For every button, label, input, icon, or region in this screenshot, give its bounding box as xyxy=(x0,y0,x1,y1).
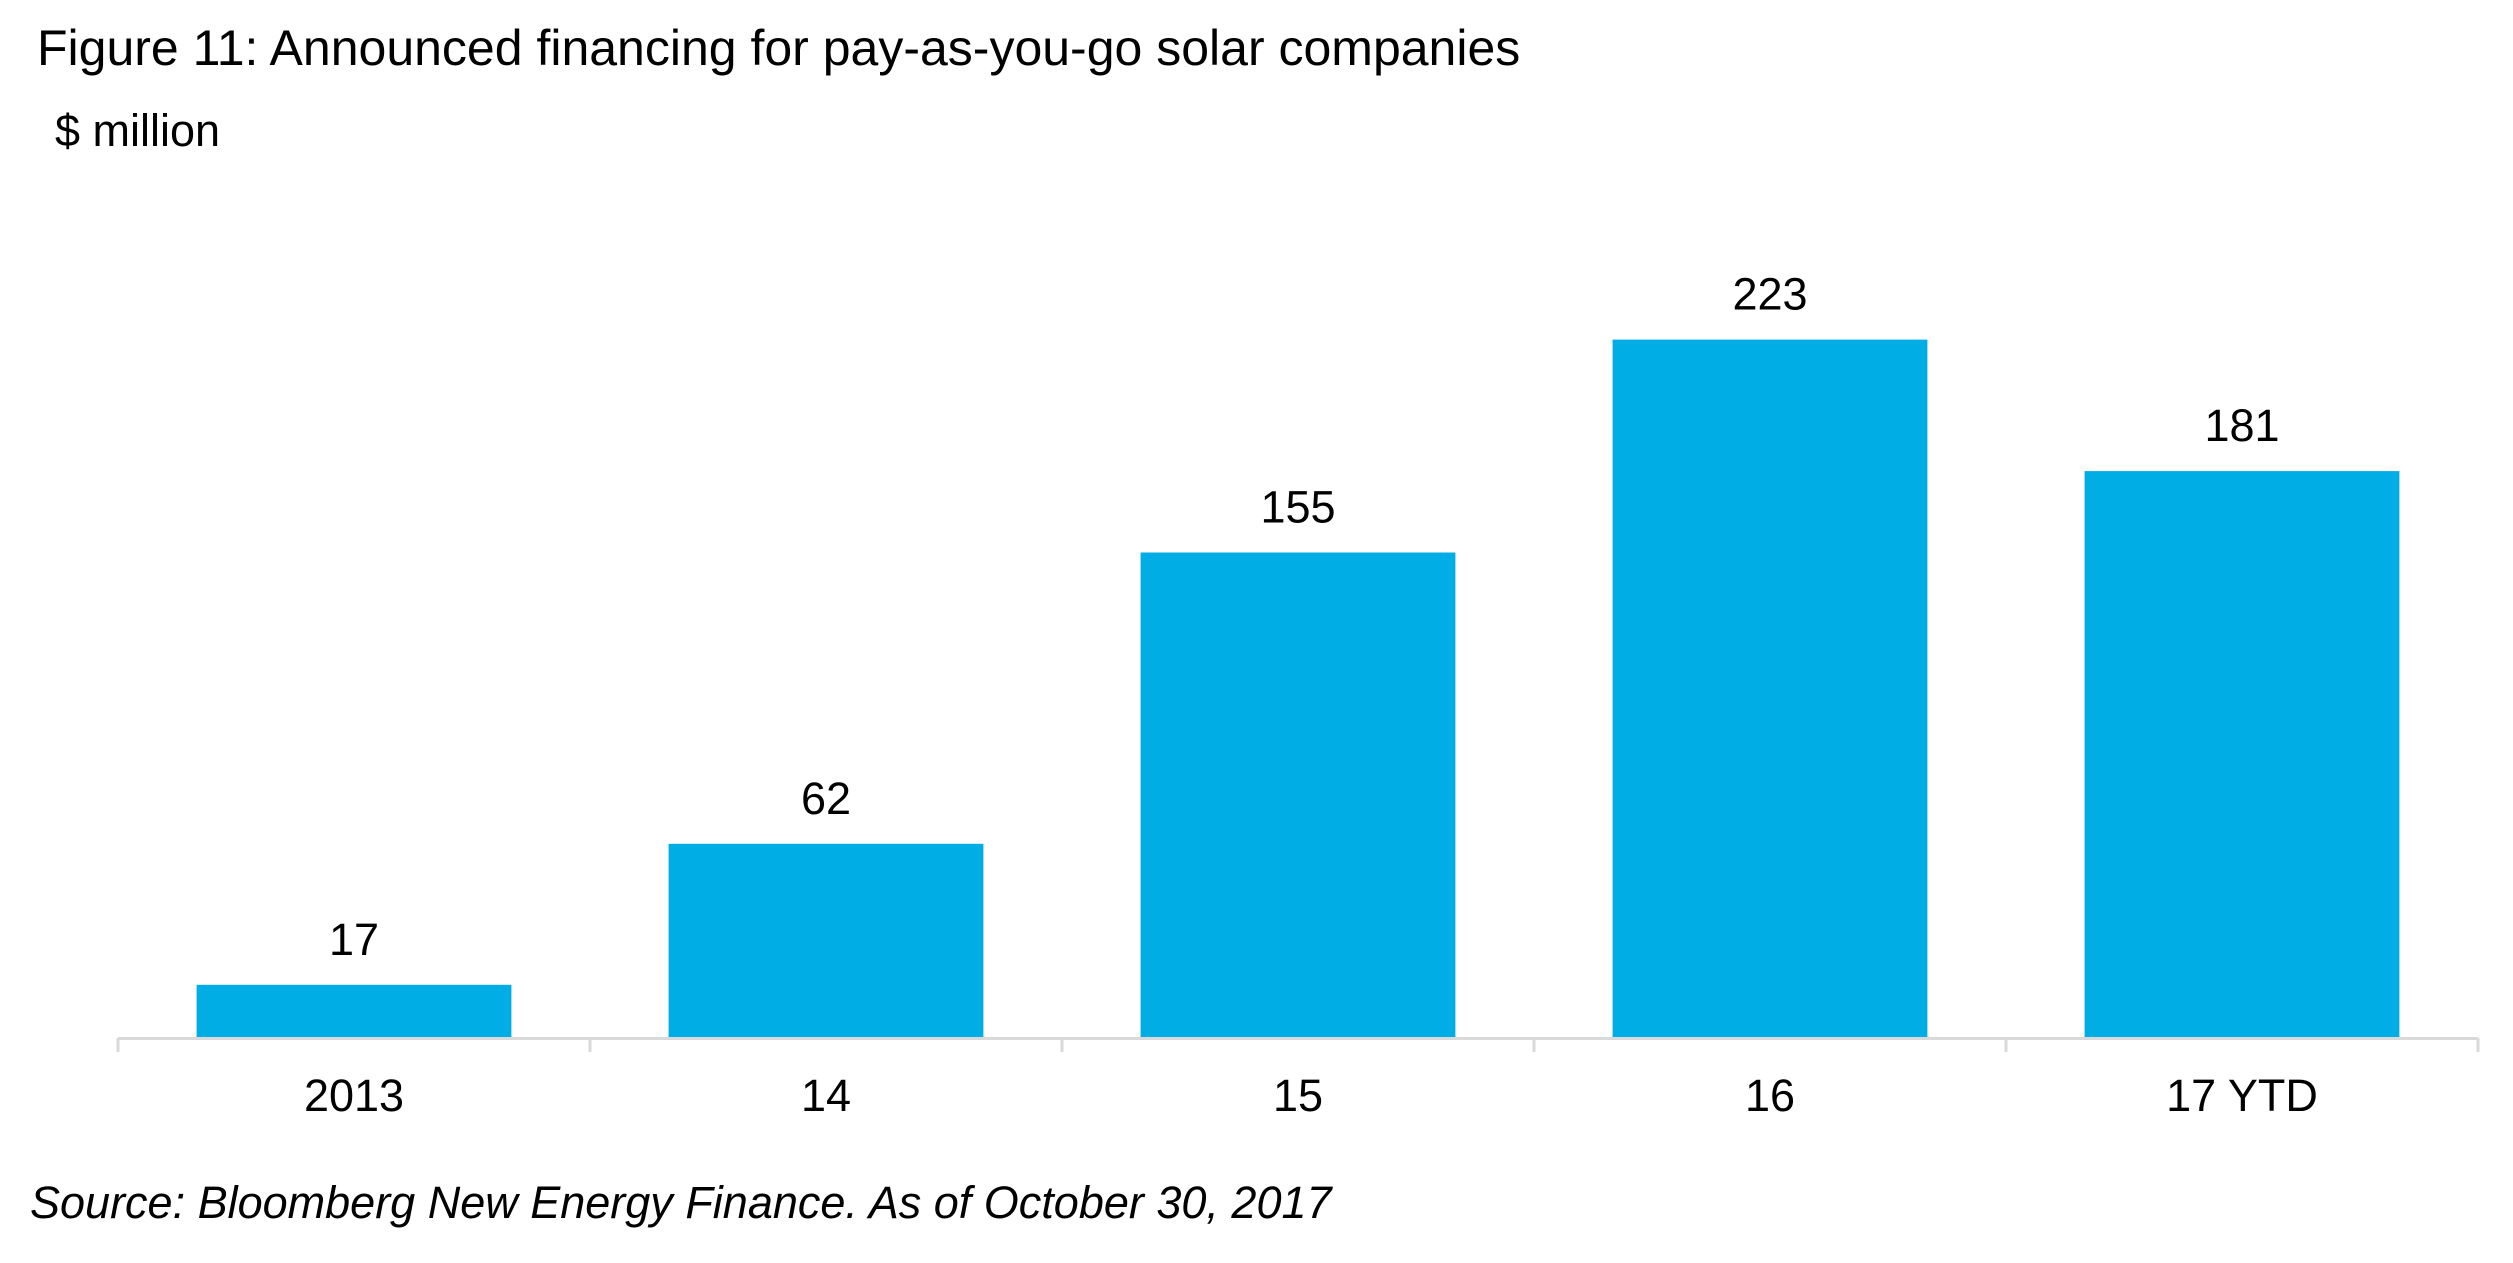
bar-14 xyxy=(668,843,984,1038)
bar-15 xyxy=(1140,552,1456,1038)
chart-title: Figure 11: Announced financing for pay-a… xyxy=(37,20,1521,76)
x-tick-label: 15 xyxy=(1273,1070,1323,1121)
unit-label: $ million xyxy=(55,105,221,156)
data-label: 181 xyxy=(2204,400,2279,451)
x-tick-label: 14 xyxy=(801,1070,851,1121)
x-tick-label: 16 xyxy=(1745,1070,1795,1121)
x-tick-label: 2013 xyxy=(304,1070,404,1121)
bars-group xyxy=(196,339,2400,1039)
source-note: Source: Bloomberg New Energy Finance. As… xyxy=(30,1177,1332,1228)
bar-2013 xyxy=(196,984,512,1038)
bar-17-ytd xyxy=(2084,471,2400,1039)
data-labels-group: 17 62 155 223 181 xyxy=(329,269,2280,965)
data-label: 62 xyxy=(801,773,851,824)
x-tick-label: 17 YTD xyxy=(2166,1070,2318,1121)
data-label: 155 xyxy=(1260,482,1335,533)
x-axis: 2013 14 15 16 17 YTD xyxy=(116,1037,2480,1121)
data-label: 223 xyxy=(1732,269,1807,320)
data-label: 17 xyxy=(329,914,379,965)
bar-16 xyxy=(1612,339,1928,1039)
